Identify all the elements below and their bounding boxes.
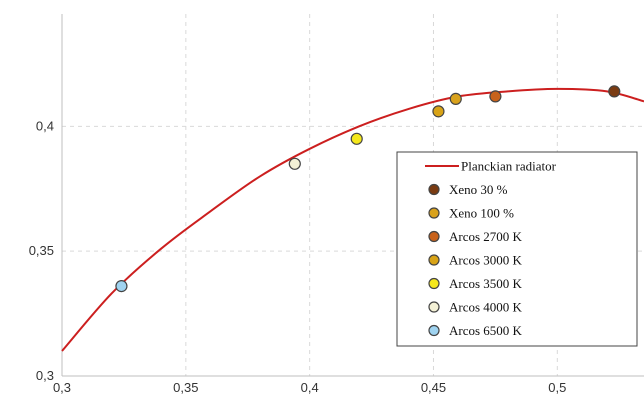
legend-label: Arcos 2700 K — [449, 229, 523, 244]
x-tick-label: 0,35 — [173, 380, 198, 395]
legend-label: Arcos 3000 K — [449, 253, 523, 268]
y-tick-label: 0,3 — [36, 368, 54, 383]
legend-box — [396, 151, 638, 347]
x-tick-label: 0,5 — [548, 380, 566, 395]
data-point — [115, 280, 128, 293]
legend-marker — [428, 183, 440, 196]
legend-label: Xeno 30 % — [449, 182, 508, 197]
data-point — [489, 90, 502, 103]
legend-marker — [428, 277, 440, 290]
legend-label: Planckian radiator — [461, 159, 557, 174]
legend-marker — [428, 207, 440, 219]
legend-marker — [428, 301, 440, 313]
y-tick-label: 0,35 — [29, 243, 54, 258]
legend-label: Xeno 100 % — [449, 206, 514, 221]
legend: Planckian radiator Xeno 30 % Xeno 100 % Arc… — [396, 151, 638, 347]
data-point — [432, 105, 445, 118]
legend-label: Arcos 6500 K — [449, 323, 523, 338]
data-point — [608, 85, 621, 98]
legend-label: Arcos 3500 K — [449, 276, 523, 291]
x-tick-label: 0,45 — [421, 380, 446, 395]
data-point — [350, 132, 363, 145]
data-point — [288, 157, 301, 170]
x-tick-label: 0,4 — [301, 380, 319, 395]
legend-label: Arcos 4000 K — [449, 300, 523, 315]
legend-marker — [428, 230, 440, 243]
planckian-radiator-line — [61, 87, 644, 352]
legend-marker — [428, 254, 440, 266]
data-points — [115, 85, 621, 293]
x-tick-label: 0,3 — [53, 380, 71, 395]
y-tick-label: 0,4 — [36, 118, 54, 133]
tick-labels: 0,3 0,35 0,4 0,45 0,5 0,3 0,35 0,4 — [29, 118, 567, 395]
data-point — [449, 92, 462, 105]
legend-marker — [428, 324, 440, 337]
